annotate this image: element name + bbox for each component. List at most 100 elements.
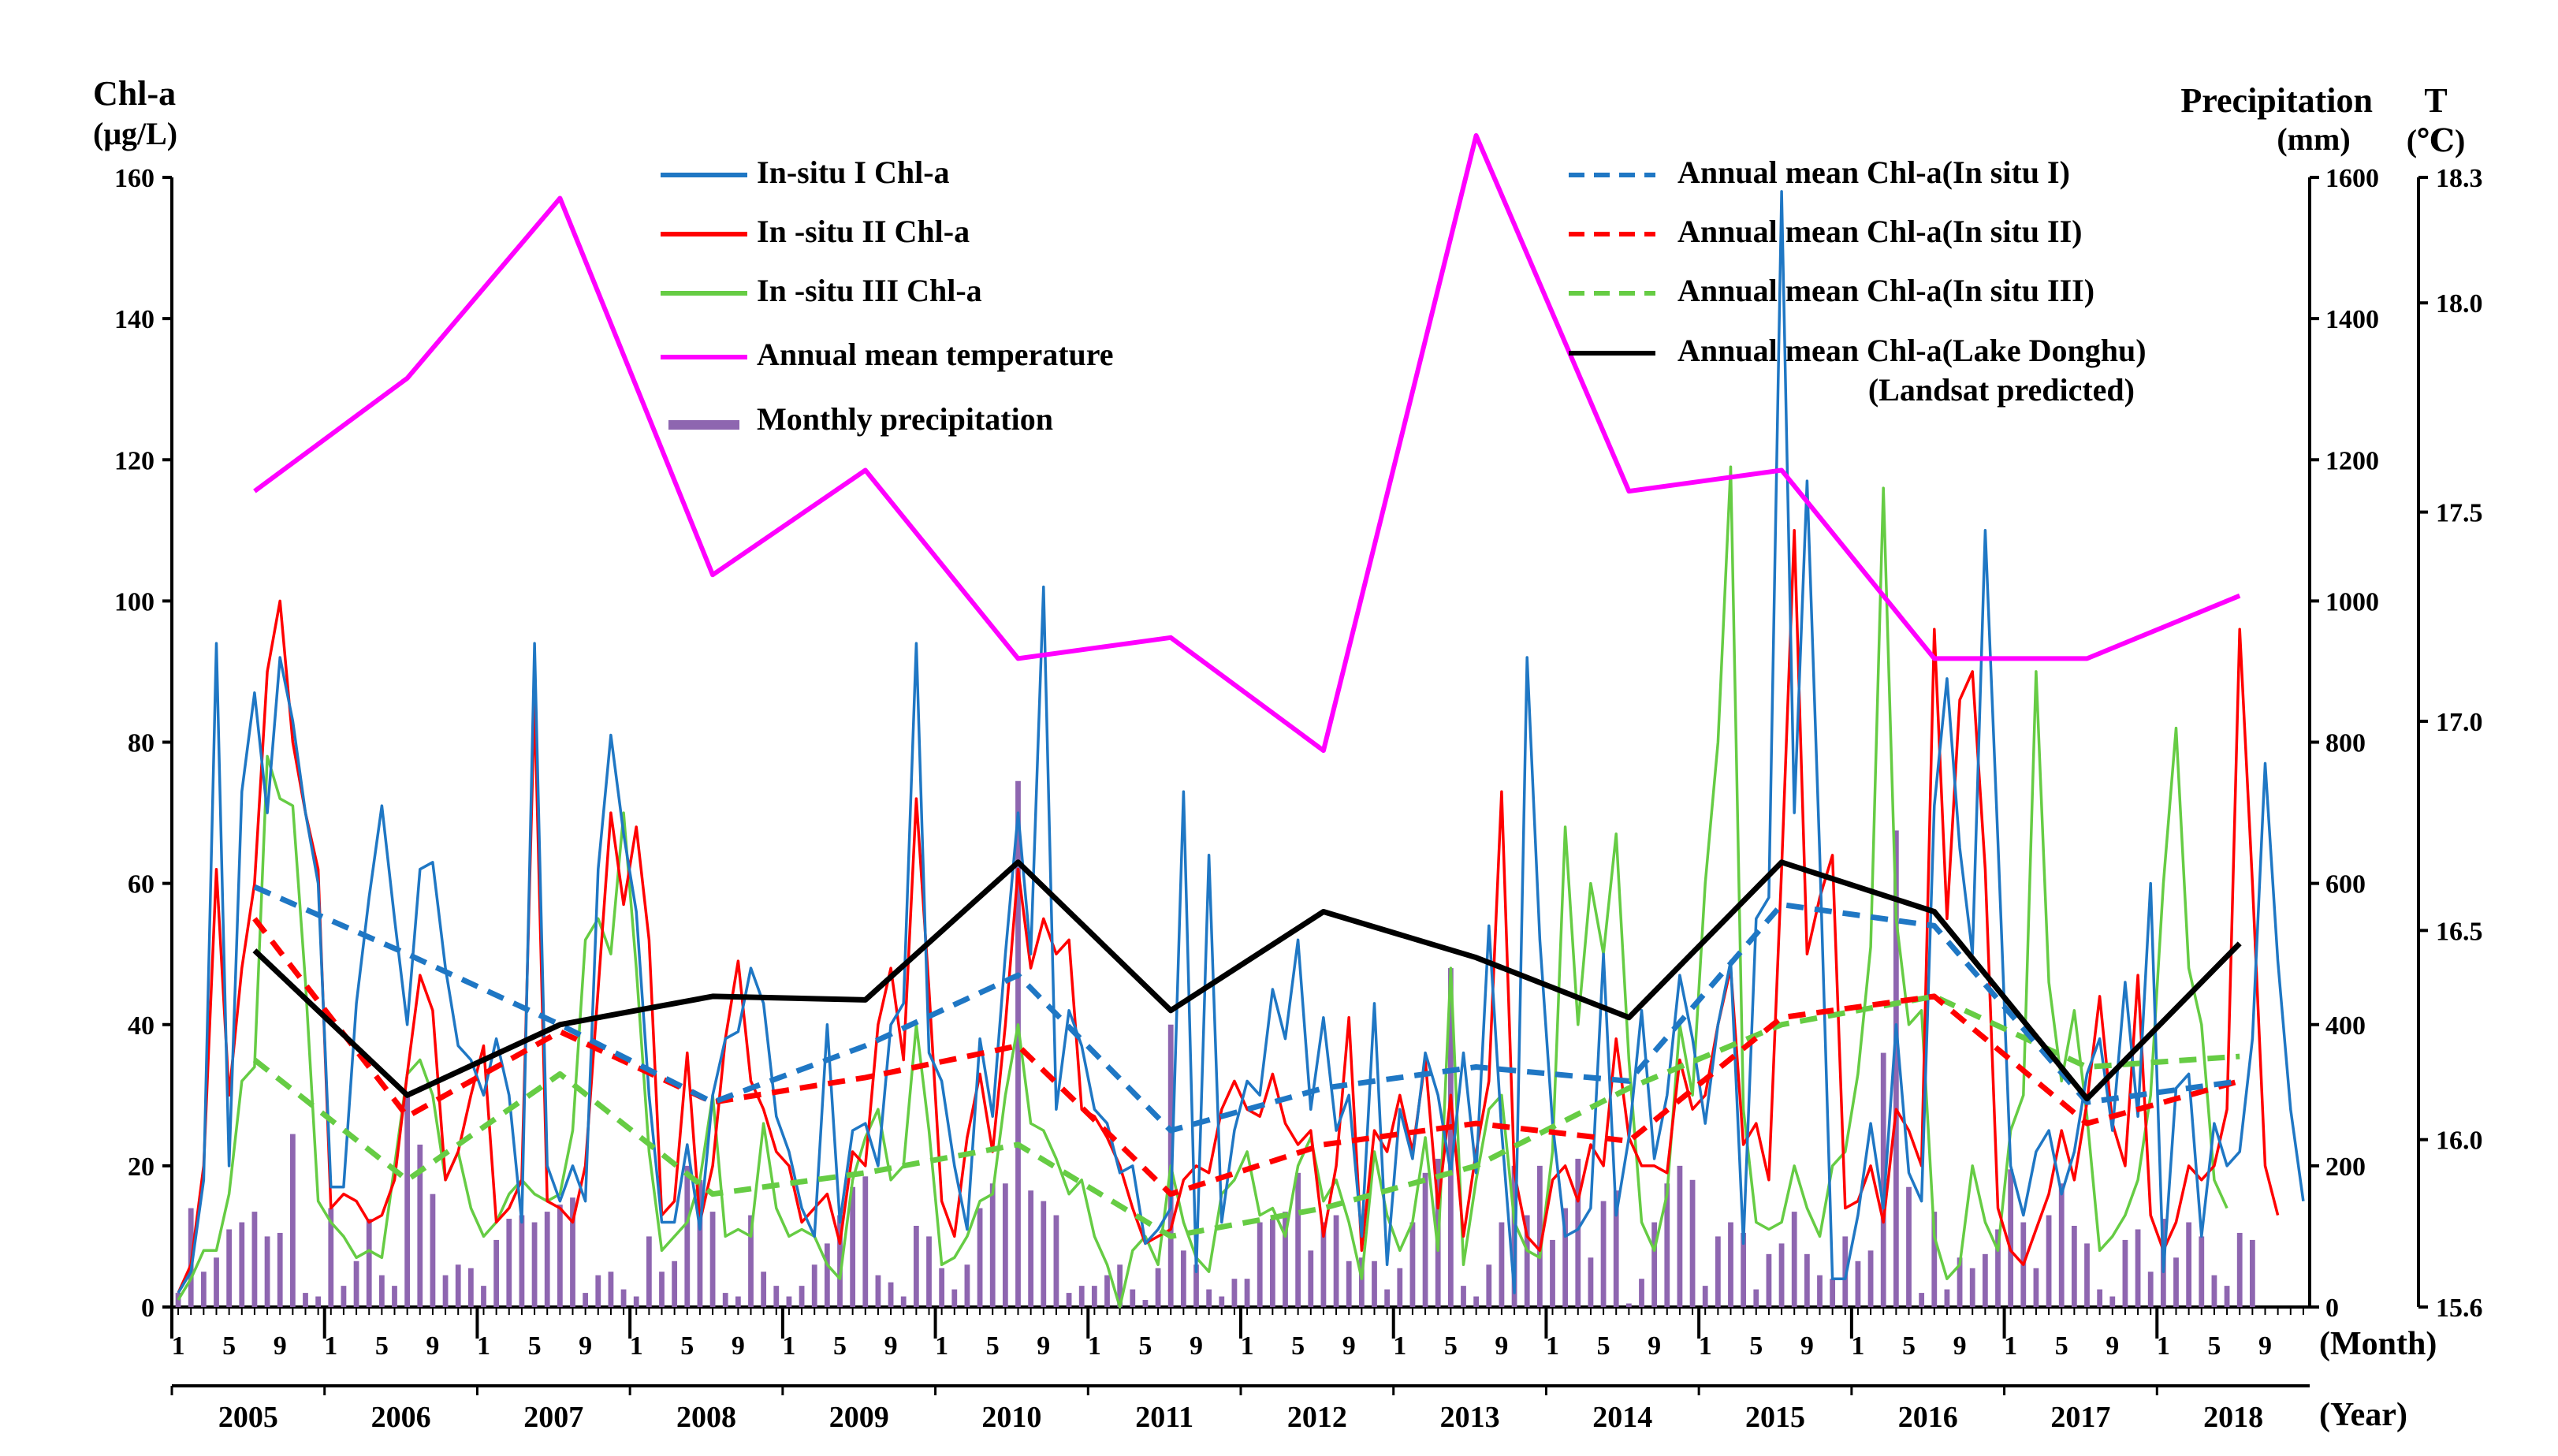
precipitation-bar [811, 1264, 817, 1307]
precipitation-bar [226, 1229, 233, 1307]
precip-tick-label: 800 [2325, 729, 2366, 758]
precipitation-bar [392, 1286, 397, 1307]
precipitation-bar [1715, 1236, 1721, 1307]
temp-axis-title: T [2424, 81, 2447, 120]
precipitation-bar [289, 1134, 296, 1307]
precipitation-bar [1066, 1293, 1072, 1307]
precipitation-bar [964, 1264, 970, 1307]
precipitation-bar [595, 1275, 601, 1307]
precipitation-bar [2211, 1275, 2217, 1307]
precipitation-bar [900, 1296, 907, 1307]
temp-tick-label: 18.3 [2436, 164, 2483, 193]
precipitation-bar [1078, 1286, 1085, 1307]
precipitation-bar [1397, 1268, 1403, 1307]
precipitation-bar [786, 1296, 792, 1307]
left-tick-label: 80 [128, 729, 155, 758]
precipitation-bar [200, 1272, 207, 1307]
precipitation-bar [1117, 1264, 1123, 1307]
precipitation-bar [1447, 968, 1454, 1307]
precipitation-bar [2186, 1222, 2192, 1307]
precipitation-bar [1015, 780, 1021, 1307]
month-tick-label: 1 [172, 1331, 185, 1361]
precipitation-bar [277, 1232, 283, 1307]
month-tick-label: 5 [986, 1331, 1000, 1361]
month-tick-label: 9 [1800, 1331, 1814, 1361]
precipitation-bar [2199, 1236, 2205, 1307]
month-tick-label: 5 [1444, 1331, 1458, 1361]
month-tick-label: 9 [1037, 1331, 1050, 1361]
month-tick-label: 1 [2157, 1331, 2170, 1361]
left-tick-label: 40 [128, 1011, 155, 1041]
precipitation-bar [1473, 1296, 1480, 1307]
precip-tick-label: 1600 [2325, 164, 2379, 193]
legend-swatch-precip [668, 420, 739, 430]
temp-tick-label: 15.6 [2436, 1294, 2483, 1323]
precip-tick-label: 0 [2325, 1294, 2339, 1323]
precipitation-bar [1142, 1300, 1149, 1307]
precipitation-bar [1664, 1183, 1670, 1307]
precipitation-bar [1957, 1257, 1963, 1307]
month-tick-label: 1 [324, 1331, 337, 1361]
precipitation-bar [646, 1236, 652, 1307]
precipitation-bar [455, 1264, 461, 1307]
precipitation-bar [1842, 1236, 1849, 1307]
month-tick-label: 1 [477, 1331, 490, 1361]
precipitation-bar [1346, 1261, 1352, 1307]
precipitation-bar [735, 1296, 741, 1307]
precip-tick-label: 1000 [2325, 587, 2379, 616]
precipitation-bar [251, 1212, 258, 1307]
precipitation-bar [709, 1212, 716, 1307]
precipitation-bar [761, 1272, 767, 1307]
precipitation-bar [519, 1215, 525, 1307]
temp-tick-label: 16.0 [2436, 1126, 2483, 1156]
month-tick-label: 1 [1546, 1331, 1559, 1361]
series-line-temp [253, 132, 2241, 754]
precipitation-bar [1919, 1293, 1925, 1307]
precipitation-bar [837, 1215, 843, 1307]
left-tick-label: 100 [114, 587, 155, 616]
month-tick-label: 1 [1699, 1331, 1712, 1361]
precipitation-bar [2135, 1229, 2141, 1307]
precipitation-bar [608, 1272, 614, 1307]
precip-tick-label: 200 [2325, 1153, 2366, 1182]
series-line-a3 [252, 993, 2240, 1239]
precipitation-bar [2249, 1239, 2255, 1307]
legend-label-lake: Annual mean Chl-a(Lake Donghu) [1677, 333, 2147, 368]
precip-tick-label: 1400 [2325, 305, 2379, 334]
precipitation-bar [2071, 1226, 2077, 1307]
precipitation-bar [2058, 1183, 2065, 1307]
left-axis-title: Chl-a [93, 74, 176, 113]
precipitation-bar [1575, 1158, 1581, 1307]
precipitation-bar [1817, 1275, 1823, 1307]
precipitation-bar [1702, 1286, 1708, 1307]
precipitation-bar [264, 1236, 270, 1307]
left-axis-unit: (μg/L) [93, 116, 177, 151]
precipitation-bar [659, 1272, 665, 1307]
precipitation-bar [1766, 1253, 1772, 1307]
precipitation-bar [913, 1226, 919, 1307]
precipitation-bar [417, 1145, 423, 1307]
precipitation-bar [989, 1183, 996, 1307]
precipitation-bar [1295, 1172, 1301, 1307]
year-label: 2009 [829, 1401, 889, 1434]
precipitation-bar [1689, 1179, 1696, 1307]
precipitation-bar [1257, 1222, 1263, 1307]
month-tick-label: 1 [2004, 1331, 2017, 1361]
precipitation-bar [1358, 1257, 1365, 1307]
precipitation-bar [1651, 1222, 1658, 1307]
series-line-s1 [177, 190, 2305, 1294]
precipitation-bar [1741, 1232, 1747, 1307]
precip-tick-label: 600 [2325, 870, 2366, 899]
left-tick-label: 120 [114, 446, 155, 475]
precipitation-bar [1625, 1303, 1632, 1307]
temp-axis-unit: (℃) [2407, 123, 2466, 158]
precipitation-bar [1486, 1264, 1492, 1307]
precipitation-bar [175, 1293, 181, 1307]
precipitation-bar [531, 1222, 538, 1307]
precipitation-bar [1677, 1165, 1683, 1307]
precipitation-bar [430, 1193, 436, 1307]
precipitation-bar [303, 1293, 308, 1307]
precipitation-bar [1728, 1222, 1733, 1307]
precipitation-bar [1562, 1208, 1569, 1307]
